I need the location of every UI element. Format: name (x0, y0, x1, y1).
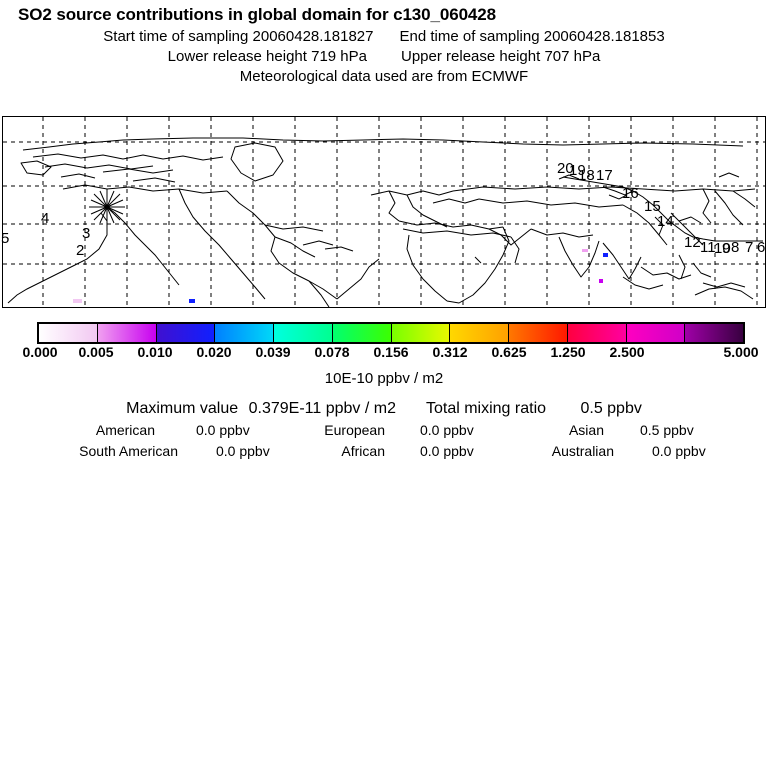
colorbar[interactable] (37, 322, 745, 344)
colorbar-tick-7: 0.312 (432, 344, 468, 360)
header: SO2 source contributions in global domai… (0, 0, 768, 85)
colorbar-segment-2 (156, 324, 216, 342)
trajectory-label-20: 20 (557, 160, 574, 177)
trajectory-label-8: 8 (731, 239, 740, 256)
colorbar-tick-11: 5.000 (723, 344, 759, 360)
trajectory-path (7, 176, 763, 304)
start-time-group: Start time of sampling 20060428.181827 (103, 28, 373, 45)
world-map (3, 117, 765, 307)
met-data-note: Meteorological data used are from ECMWF (239, 68, 529, 85)
region-name-asian: Asian (568, 422, 604, 438)
trajectory-label-9: 9 (722, 240, 731, 257)
colorbar-unit-label: 10E-10 ppbv / m2 (324, 370, 444, 387)
region-value-american: 0.0 ppbv (196, 422, 250, 438)
maximum-value-value: 0.379E-11 ppbv / m2 (248, 400, 396, 417)
colorbar-segment-10 (626, 324, 686, 342)
region-name-south-american: South American (79, 443, 178, 459)
region-row-north: American 0.0 ppbv European 0.0 ppbv Asia… (0, 422, 768, 443)
summary-row: Maximum value 0.379E-11 ppbv / m2 Total … (0, 400, 768, 418)
colorbar-segment-8 (509, 324, 568, 342)
trajectory-label-3: 3 (82, 225, 91, 242)
trajectory-label-2: 2 (76, 242, 85, 259)
colorbar-segment-7 (450, 324, 509, 342)
lower-release-label: Lower release height (167, 48, 307, 65)
colorbar-tick-9: 1.250 (550, 344, 586, 360)
end-time-value: 20060428.181853 (543, 28, 665, 45)
trajectory-label-18: 18 (578, 167, 595, 184)
total-mixing-ratio-value: 0.5 ppbv (580, 400, 642, 417)
trajectory-label-5: 5 (1, 230, 10, 247)
met-data-note-row: Meteorological data used are from ECMWF (0, 68, 768, 85)
region-value-african: 0.0 ppbv (420, 443, 474, 459)
end-time-group: End time of sampling 20060428.181853 (399, 28, 664, 45)
colorbar-tick-5: 0.078 (314, 344, 350, 360)
starburst-marker (89, 189, 125, 225)
upper-release-group: Upper release height 707 hPa (401, 48, 600, 65)
colorbar-tick-3: 0.020 (196, 344, 232, 360)
total-mixing-ratio-group: Total mixing ratio 0.5 ppbv (426, 400, 642, 418)
colorbar-segment-4 (274, 324, 333, 342)
total-mixing-ratio-label: Total mixing ratio (425, 400, 547, 417)
colorbar-tick-4: 0.039 (255, 344, 291, 360)
colorbar-segment-6 (391, 324, 451, 342)
start-time-label: Start time of sampling (103, 28, 249, 45)
upper-release-value: 707 hPa (544, 48, 601, 65)
region-row-south: South American 0.0 ppbv African 0.0 ppbv… (0, 443, 768, 464)
colorbar-tick-8: 0.625 (491, 344, 527, 360)
trajectory-label-10: 10 (714, 240, 731, 257)
coastlines (20, 137, 756, 307)
colorbar-tick-0: 0.000 (22, 344, 58, 360)
lower-release-value: 719 hPa (311, 48, 367, 65)
colorbar-tick-labels: 0.000 0.005 0.010 0.020 0.039 0.078 0.156 0.312… (0, 344, 768, 362)
colorbar-segment-3 (215, 324, 274, 342)
release-height-row: Lower release height 719 hPa Upper relea… (0, 48, 768, 65)
region-value-european: 0.0 ppbv (420, 422, 474, 438)
sampling-time-row: Start time of sampling 20060428.181827 E… (0, 28, 768, 45)
trajectory-label-4: 4 (41, 210, 50, 227)
maximum-value-label: Maximum value (126, 400, 239, 417)
trajectory-label-7: 7 (745, 239, 754, 256)
trajectory-label-6: 6 (757, 239, 766, 256)
trajectory-label-16: 16 (622, 185, 639, 202)
colorbar-segment-1 (97, 324, 157, 342)
end-time-label: End time of sampling (399, 28, 540, 45)
statistics-block: Maximum value 0.379E-11 ppbv / m2 Total … (0, 400, 768, 464)
trajectory-label-17: 17 (596, 167, 613, 184)
region-value-australian: 0.0 ppbv (652, 443, 706, 459)
colorbar-segment-9 (567, 324, 627, 342)
colorbar-segment-0 (39, 324, 98, 342)
region-value-asian: 0.5 ppbv (640, 422, 694, 438)
deposition-pixels (73, 249, 608, 303)
maximum-value-group: Maximum value 0.379E-11 ppbv / m2 (126, 400, 396, 418)
trajectory-label-12: 12 (684, 234, 701, 251)
region-value-south-american: 0.0 ppbv (216, 443, 270, 459)
region-name-american: American (95, 422, 155, 438)
colorbar-tick-6: 0.156 (373, 344, 409, 360)
trajectory-label-19: 19 (569, 162, 586, 179)
colorbar-tick-1: 0.005 (78, 344, 114, 360)
colorbar-segment-5 (332, 324, 392, 342)
colorbar-tick-10: 2.500 (609, 344, 645, 360)
colorbar-tick-2: 0.010 (137, 344, 173, 360)
global-map-panel[interactable] (2, 116, 766, 308)
lower-release-group: Lower release height 719 hPa (168, 48, 367, 65)
trajectory-label-15: 15 (644, 198, 661, 215)
upper-release-label: Upper release height (401, 48, 541, 65)
page-title: SO2 source contributions in global domai… (18, 5, 496, 24)
region-name-european: European (324, 422, 385, 438)
trajectory-label-11: 11 (700, 239, 716, 256)
start-time-value: 20060428.181827 (252, 28, 374, 45)
colorbar-segment-11 (685, 324, 743, 342)
region-name-african: African (341, 443, 385, 459)
region-name-australian: Australian (551, 443, 614, 459)
trajectory-label-14: 14 (657, 213, 674, 230)
